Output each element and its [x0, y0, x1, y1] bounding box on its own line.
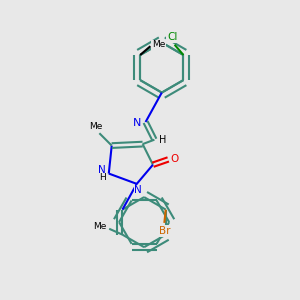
Text: Me: Me	[89, 122, 103, 131]
Text: N: N	[133, 118, 142, 128]
Text: Me: Me	[152, 40, 165, 49]
Text: N: N	[134, 185, 142, 195]
Text: O: O	[171, 154, 179, 164]
Text: H: H	[159, 135, 166, 145]
Text: N: N	[98, 165, 106, 175]
Text: Me: Me	[93, 222, 106, 231]
Text: Br: Br	[159, 226, 170, 236]
Text: H: H	[99, 173, 106, 182]
Text: Cl: Cl	[167, 32, 178, 42]
